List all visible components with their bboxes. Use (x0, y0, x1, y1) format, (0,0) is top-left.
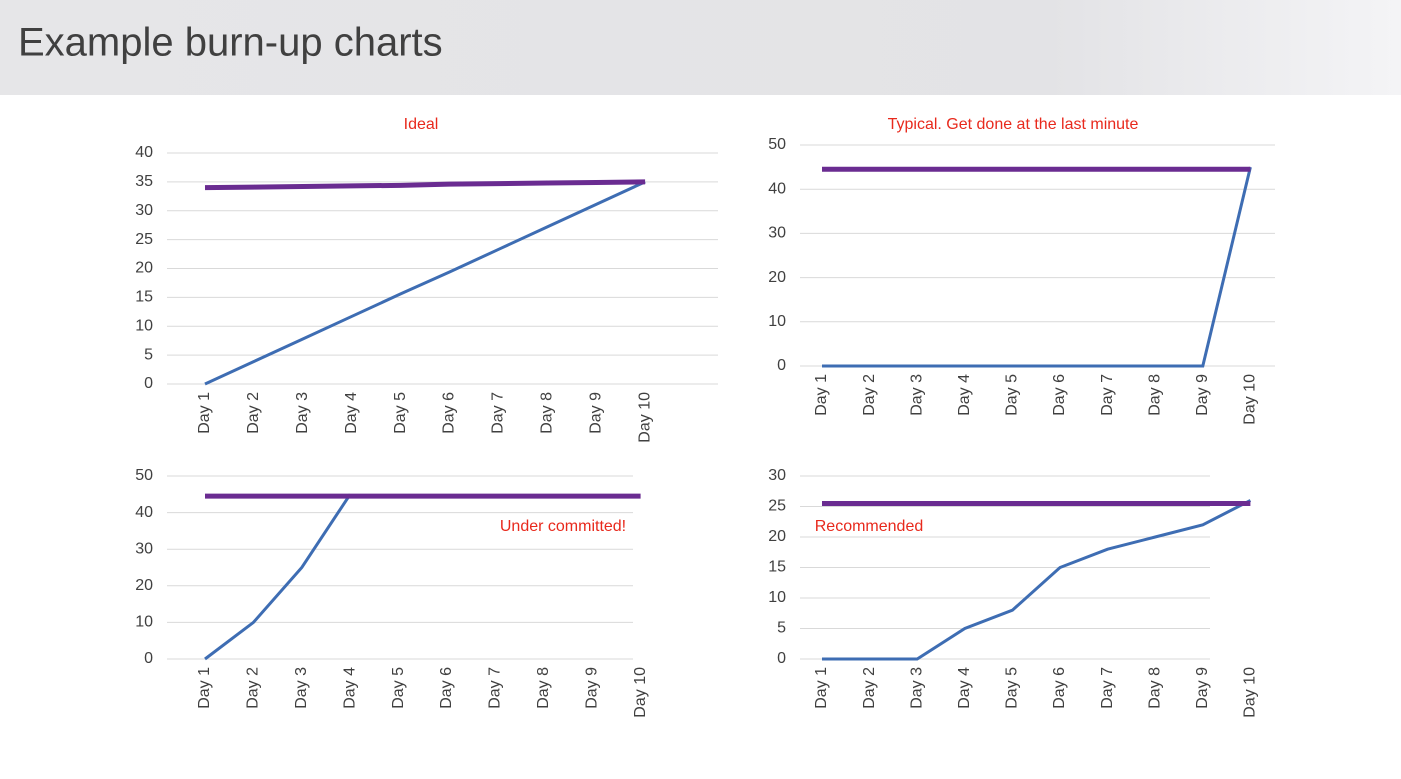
x-tick-label: Day 4 (956, 374, 973, 416)
x-tick-label: Day 5 (390, 667, 407, 709)
chart-title: Typical. Get done at the last minute (888, 116, 1139, 133)
progress-line (204, 180, 646, 386)
y-tick-label: 20 (135, 260, 153, 277)
x-tick-label: Day 8 (539, 392, 556, 434)
y-tick-label: 20 (768, 528, 786, 545)
y-tick-label: 30 (768, 467, 786, 484)
x-tick-label: Day 6 (1051, 667, 1068, 709)
x-tick-label: Day 6 (441, 392, 458, 434)
x-tick-label: Day 5 (392, 392, 409, 434)
x-tick-label: Day 10 (632, 667, 649, 718)
y-tick-label: 30 (135, 202, 153, 219)
chart-title: Ideal (404, 116, 439, 133)
x-tick-label: Day 7 (1099, 374, 1116, 416)
scope-line (204, 179, 646, 191)
y-tick-label: 25 (768, 498, 786, 515)
y-tick-label: 5 (144, 346, 153, 363)
y-tick-label: 40 (768, 180, 786, 197)
x-tick-label: Day 7 (487, 667, 504, 709)
slide-title: Example burn-up charts (18, 21, 443, 65)
x-tick-label: Day 8 (1146, 667, 1163, 709)
x-tick-label: Day 3 (908, 374, 925, 416)
y-tick-label: 5 (777, 620, 786, 637)
progress-line (822, 166, 1252, 368)
x-tick-label: Day 9 (587, 392, 604, 434)
x-tick-label: Day 1 (196, 392, 213, 434)
x-tick-label: Day 2 (861, 374, 878, 416)
y-tick-label: 30 (768, 225, 786, 242)
x-tick-label: Day 3 (294, 392, 311, 434)
x-tick-label: Day 7 (1099, 667, 1116, 709)
x-tick-label: Day 4 (956, 667, 973, 709)
y-tick-label: 0 (777, 357, 786, 374)
x-tick-label: Day 5 (1004, 374, 1021, 416)
y-tick-label: 15 (768, 559, 786, 576)
y-tick-label: 0 (144, 375, 153, 392)
y-tick-label: 20 (768, 269, 786, 286)
x-tick-label: Day 2 (245, 667, 262, 709)
x-tick-label: Day 8 (535, 667, 552, 709)
x-tick-label: Day 9 (1194, 374, 1211, 416)
x-tick-label: Day 8 (1146, 374, 1163, 416)
x-tick-label: Day 2 (861, 667, 878, 709)
x-tick-label: Day 2 (245, 392, 262, 434)
y-tick-label: 40 (135, 504, 153, 521)
x-tick-label: Day 4 (341, 667, 358, 709)
x-tick-label: Day 3 (908, 667, 925, 709)
x-tick-label: Day 5 (1004, 667, 1021, 709)
x-tick-label: Day 1 (813, 374, 830, 416)
annotation: Recommended (815, 518, 924, 535)
annotation: Under committed! (500, 518, 626, 535)
progress-line (822, 499, 1252, 661)
y-tick-label: 10 (768, 313, 786, 330)
x-tick-label: Day 10 (1242, 374, 1259, 425)
y-tick-label: 10 (768, 589, 786, 606)
y-tick-label: 10 (135, 614, 153, 631)
x-tick-label: Day 10 (1242, 667, 1259, 718)
y-tick-label: 10 (135, 317, 153, 334)
header-band (0, 0, 1401, 95)
y-tick-label: 35 (135, 173, 153, 190)
y-tick-label: 50 (135, 467, 153, 484)
y-tick-label: 40 (135, 144, 153, 161)
x-tick-label: Day 3 (293, 667, 310, 709)
x-tick-label: Day 10 (636, 392, 653, 443)
y-tick-label: 0 (144, 650, 153, 667)
x-tick-label: Day 1 (196, 667, 213, 709)
x-tick-label: Day 1 (813, 667, 830, 709)
y-tick-label: 50 (768, 136, 786, 153)
y-tick-label: 30 (135, 540, 153, 557)
progress-line (204, 493, 352, 661)
y-tick-label: 25 (135, 231, 153, 248)
x-tick-label: Day 6 (1051, 374, 1068, 416)
x-tick-label: Day 7 (490, 392, 507, 434)
x-tick-label: Day 6 (438, 667, 455, 709)
x-tick-label: Day 4 (343, 392, 360, 434)
x-tick-label: Day 9 (1194, 667, 1211, 709)
y-tick-label: 0 (777, 650, 786, 667)
y-tick-label: 15 (135, 289, 153, 306)
x-tick-label: Day 9 (583, 667, 600, 709)
y-tick-label: 20 (135, 577, 153, 594)
